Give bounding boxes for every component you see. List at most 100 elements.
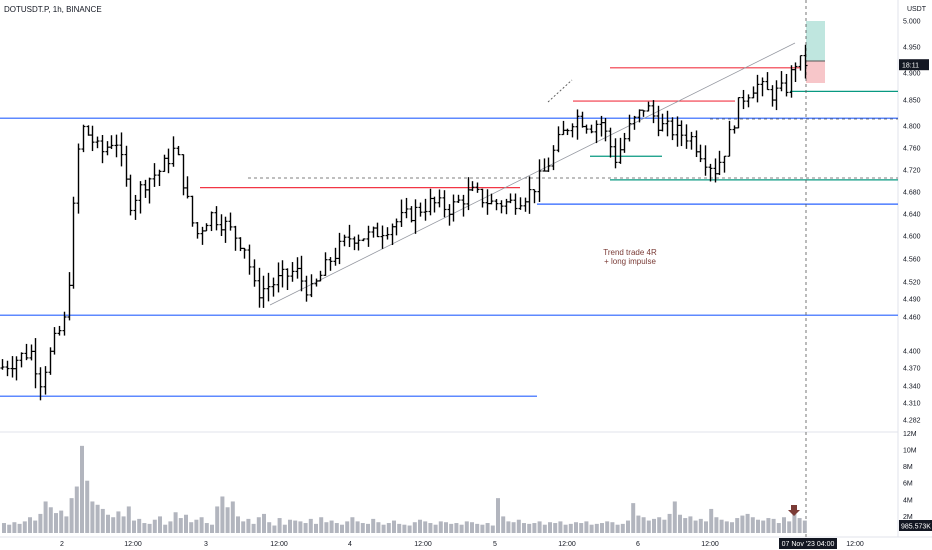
volume-bar (423, 521, 428, 533)
volume-bar (475, 523, 480, 533)
volume-bar (490, 525, 495, 533)
volume-bar (641, 517, 646, 533)
price-tick-label: 4.640 (903, 212, 921, 219)
volume-bar (719, 519, 724, 533)
volume-bar (106, 514, 110, 533)
volume-bar (558, 521, 563, 533)
volume-bar (90, 501, 95, 533)
volume-bar (600, 523, 604, 533)
volume-bar (199, 517, 204, 533)
volume-bar (360, 523, 365, 533)
last-value-badge (899, 59, 929, 71)
volume-bar (152, 519, 157, 533)
volume-bar (298, 521, 303, 533)
volume-bar (584, 521, 589, 533)
volume-bar (210, 524, 214, 533)
volume-bar (386, 523, 391, 533)
volume-bar (392, 520, 396, 533)
volume-tick-label: 4M (903, 497, 913, 504)
volume-tick-label: 6M (903, 481, 913, 488)
volume-bar (444, 522, 448, 533)
volume-bar (761, 520, 766, 533)
volume-bar (371, 518, 376, 533)
volume-value-badge-text: 985.573K (901, 524, 931, 531)
volume-bar (792, 513, 797, 533)
volume-bar (28, 517, 32, 533)
volume-bar (272, 525, 277, 533)
volume-bar (568, 523, 573, 533)
volume-bar (610, 522, 615, 533)
volume-bar (683, 518, 688, 533)
volume-tick-label: 10M (903, 448, 917, 455)
volume-bar (288, 519, 292, 533)
volume-bar (704, 521, 708, 533)
time-tick-label: 12:00 (558, 541, 576, 548)
down-arrow-marker (788, 505, 800, 516)
volume-bar (537, 521, 542, 533)
price-tick-label: 4.900 (903, 71, 921, 78)
volume-bar (620, 523, 625, 533)
volume-bar (428, 523, 433, 533)
volume-value-badge (899, 520, 932, 531)
target-zone (806, 21, 825, 61)
volume-bar (38, 513, 43, 533)
volume-bars (2, 445, 807, 533)
time-tick-label: 12:00 (270, 541, 288, 548)
volume-bar (376, 522, 381, 533)
volume-bar (605, 521, 610, 533)
volume-bar (480, 524, 485, 533)
time-tick-label: 12:00 (846, 541, 864, 548)
volume-bar (698, 518, 703, 533)
volume-bar (80, 445, 84, 533)
price-tick-label: 4.490 (903, 297, 921, 304)
volume-bar (22, 521, 27, 533)
volume-bar (85, 480, 90, 533)
price-tick-label: 4.760 (903, 146, 921, 153)
volume-bar (137, 518, 142, 533)
volume-bar (501, 516, 506, 533)
volume-tick-label: 2M (903, 514, 913, 521)
time-tick-label: 3 (204, 541, 208, 548)
volume-bar (532, 523, 537, 533)
volume-bar (693, 520, 698, 533)
volume-bar (402, 524, 407, 533)
price-tick-label: 4.720 (903, 168, 921, 175)
time-tick-label: 12:00 (414, 541, 432, 548)
volume-bar (168, 521, 173, 533)
volume-bar (657, 517, 662, 533)
volume-bar (750, 517, 755, 533)
trend-line (269, 42, 796, 306)
volume-bar (464, 521, 469, 533)
volume-bar (178, 518, 183, 533)
volume-bar (366, 523, 370, 533)
volume-bar (548, 522, 552, 533)
volume-bar (412, 522, 417, 533)
volume-bar (173, 512, 178, 533)
volume-bar (636, 515, 641, 533)
price-tick-label: 4.600 (903, 234, 921, 241)
volume-bar (745, 513, 750, 533)
volume-bar (48, 507, 53, 533)
volume-bar (626, 520, 630, 533)
price-tick-label: 4.850 (903, 98, 921, 105)
annotation-line-2: + long impulse (604, 257, 656, 266)
volume-bar (241, 521, 246, 533)
volume-bar (116, 511, 121, 533)
volume-bar (527, 523, 532, 533)
volume-bar (142, 523, 147, 533)
time-tick-label: 6 (636, 541, 640, 548)
volume-bar (147, 523, 152, 533)
volume-bar (132, 520, 136, 533)
volume-bar (184, 514, 188, 533)
volume-bar (334, 523, 339, 533)
crosshair-time-badge (779, 538, 837, 549)
volume-tick-label: 8M (903, 464, 913, 471)
volume-bar (496, 498, 500, 533)
volume-bar (350, 517, 355, 533)
volume-bar (293, 520, 298, 533)
volume-bar (714, 517, 719, 533)
volume-bar (579, 523, 584, 533)
price-tick-label: 4.520 (903, 280, 921, 287)
volume-bar (43, 501, 48, 533)
